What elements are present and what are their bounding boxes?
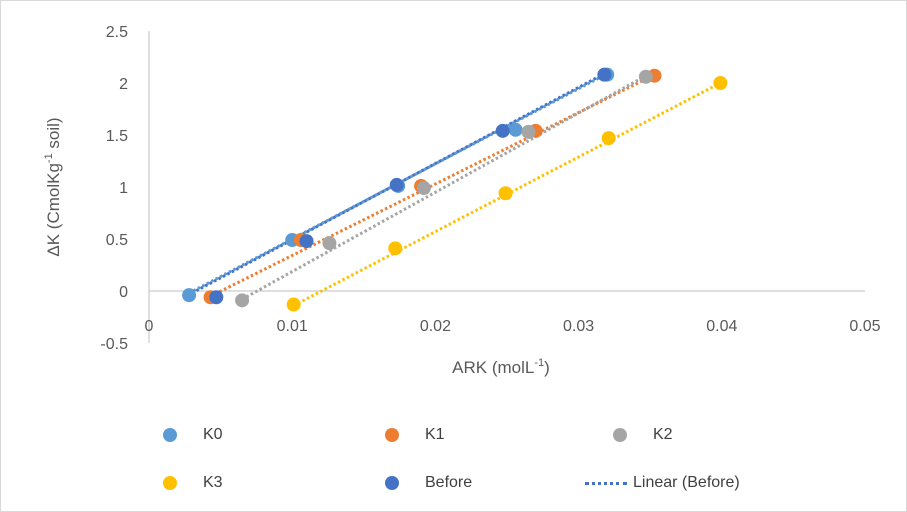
point-before bbox=[299, 234, 314, 249]
legend-label-k1: K1 bbox=[425, 426, 445, 443]
chart-plot: 0 0.01 0.02 0.03 0.04 0.05 2.5 2 1.5 1 0.5 0 -0.5 ARK… bbox=[43, 24, 881, 377]
x-axis-title: ARK (molL-1) bbox=[452, 357, 550, 377]
point-k3 bbox=[388, 241, 403, 256]
legend-label-k0: K0 bbox=[203, 426, 223, 443]
legend-marker-k2 bbox=[613, 428, 627, 442]
y-tick-label: 1 bbox=[119, 180, 128, 197]
legend-item-k3: K3 bbox=[163, 474, 223, 492]
x-tick-label: 0.03 bbox=[563, 318, 594, 335]
point-k3 bbox=[601, 131, 616, 146]
point-k0 bbox=[508, 122, 523, 137]
legend-item-k0: K0 bbox=[163, 426, 223, 444]
y-tick-label: -0.5 bbox=[100, 336, 128, 353]
point-k2 bbox=[235, 293, 250, 308]
y-tick-label: 1.5 bbox=[106, 128, 128, 145]
trendline-k2 bbox=[241, 74, 647, 301]
legend-label-k3: K3 bbox=[203, 474, 223, 491]
legend-item-before: Before bbox=[385, 474, 472, 492]
point-before bbox=[389, 177, 404, 192]
y-tick-label: 0 bbox=[119, 284, 128, 301]
legend-label-linear-before: Linear (Before) bbox=[633, 474, 740, 491]
point-k2 bbox=[322, 236, 337, 251]
legend-marker-k3 bbox=[163, 476, 177, 490]
point-before bbox=[597, 67, 612, 82]
chart-legend: K0 K1 K2 K3 Before Linear (Before) bbox=[1, 411, 906, 511]
legend-line-linear-before bbox=[585, 481, 627, 485]
legend-marker-k0 bbox=[163, 428, 177, 442]
legend-item-k2: K2 bbox=[613, 426, 673, 444]
x-tick-label: 0.01 bbox=[277, 318, 308, 335]
x-tick-label: 0.04 bbox=[706, 318, 737, 335]
legend-label-before: Before bbox=[425, 474, 473, 491]
legend-marker-before bbox=[385, 476, 399, 490]
x-tick-label: 0.02 bbox=[420, 318, 451, 335]
point-k2 bbox=[638, 69, 653, 84]
point-k3 bbox=[713, 76, 728, 90]
x-tick-label: 0 bbox=[145, 318, 154, 335]
y-axis-title: ΔK (CmolKg-1 soil) bbox=[43, 117, 63, 256]
y-tick-label: 2 bbox=[119, 76, 128, 93]
legend-item-k1: K1 bbox=[385, 426, 445, 444]
point-k2 bbox=[416, 181, 431, 196]
y-tick-label: 2.5 bbox=[106, 24, 128, 41]
legend-label-k2: K2 bbox=[653, 426, 673, 443]
point-before bbox=[495, 123, 510, 138]
point-k0 bbox=[182, 288, 197, 303]
point-k3 bbox=[498, 186, 513, 201]
legend-item-linear-before: Linear (Before) bbox=[585, 474, 740, 492]
legend-marker-k1 bbox=[385, 428, 399, 442]
x-tick-label: 0.05 bbox=[849, 318, 880, 335]
y-tick-label: 0.5 bbox=[106, 232, 128, 249]
point-before bbox=[209, 290, 224, 305]
point-k3 bbox=[286, 297, 301, 312]
point-k2 bbox=[521, 124, 536, 139]
